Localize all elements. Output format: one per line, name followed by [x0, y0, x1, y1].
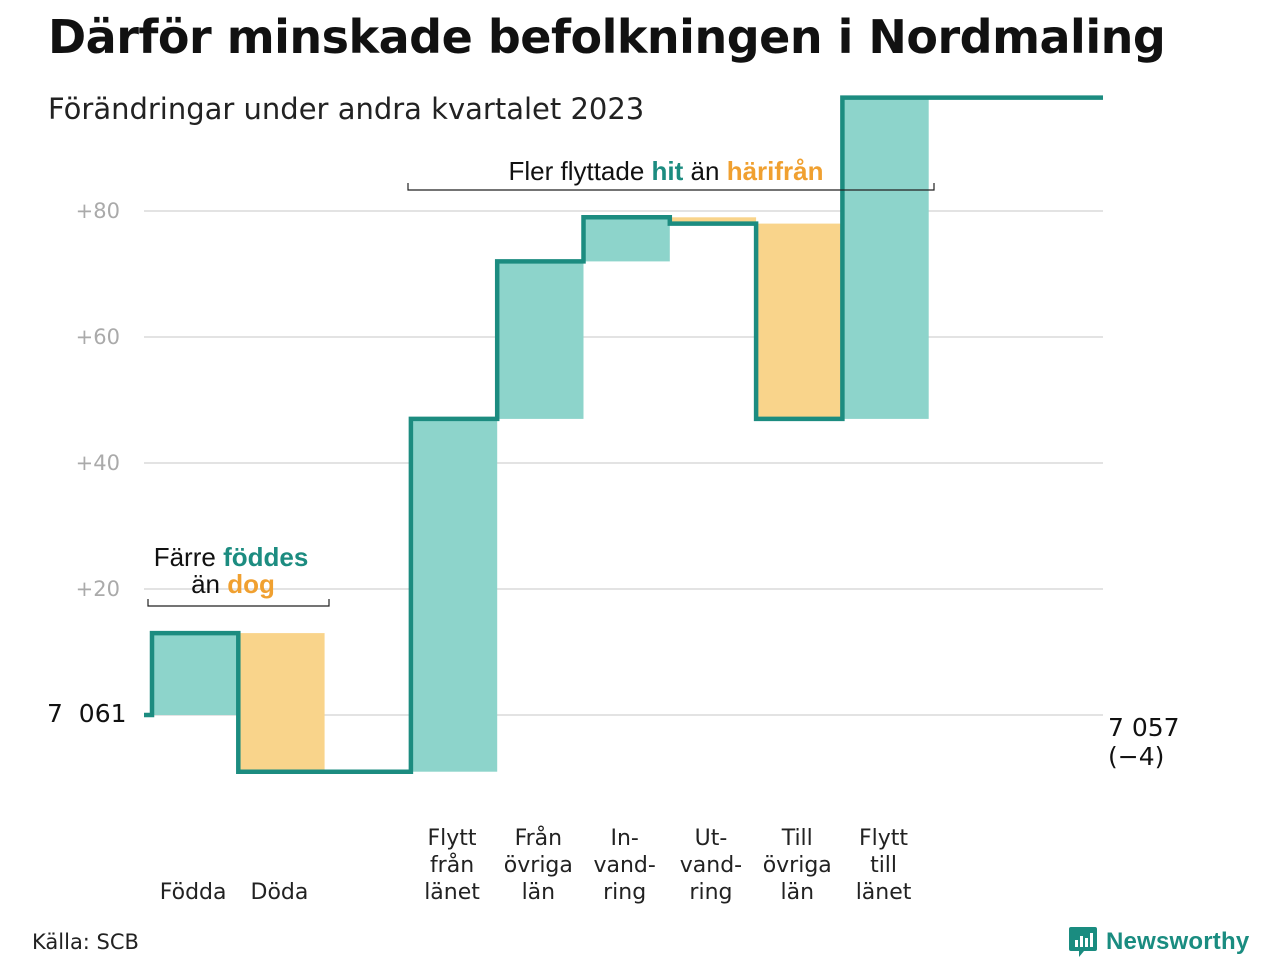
waterfall-bar: [238, 633, 325, 772]
y-tick-label: +20: [76, 577, 120, 601]
category-label: vand-: [593, 853, 655, 878]
category-label: In-: [610, 826, 638, 851]
brand-name: Newsworthy: [1106, 928, 1250, 955]
end-change-label: (−4): [1108, 742, 1164, 771]
category-label: Flytt: [859, 826, 908, 851]
migration-annotation-text: Fler flyttade hit än härifrån: [508, 156, 823, 186]
category-label: Födda: [160, 880, 227, 905]
category-label: länet: [424, 880, 480, 905]
waterfall-bar: [583, 217, 670, 262]
category-label: övriga: [504, 853, 573, 878]
category-label: Döda: [251, 880, 309, 905]
category-label: Ut-: [695, 826, 728, 851]
category-label: länet: [856, 880, 912, 905]
newsworthy-logo-icon: [1069, 927, 1097, 957]
source-note: Källa: SCB: [32, 930, 139, 954]
births-annotation-line2: än dog: [191, 569, 275, 599]
category-label: Flytt: [428, 826, 477, 851]
start-value-label: 7 061: [47, 699, 127, 728]
migration-bracket: [407, 183, 935, 191]
y-tick-label: +40: [76, 451, 120, 475]
step-line: [144, 95, 1103, 774]
category-label: Från: [515, 825, 563, 851]
y-tick-label: +60: [76, 325, 120, 349]
migration-annotation: Fler flyttade hit än härifrån: [407, 156, 935, 191]
y-tick-label: +80: [76, 199, 120, 223]
waterfall-bar: [152, 633, 239, 715]
category-labels: Födda DödaFlyttfrånlänetFrånövrigalänIn-v…: [160, 825, 912, 905]
waterfall-bar: [497, 261, 584, 419]
category-label: från: [430, 852, 474, 878]
brand-logo: Newsworthy: [1068, 924, 1249, 960]
waterfall-bar: [410, 418, 498, 772]
category-label: ring: [603, 880, 646, 905]
category-label: län: [780, 880, 814, 905]
y-tick-labels: +20 +40 +60 +80: [76, 199, 120, 601]
waterfall-bar: [842, 97, 929, 419]
category-label: Till: [781, 826, 813, 851]
births-bracket: [147, 599, 330, 607]
births-annotation-line1: Färre föddes: [154, 542, 309, 572]
chart-subtitle: Förändringar under andra kvartalet 2023: [48, 92, 645, 126]
cumulative-line: [144, 95, 1103, 774]
category-label: till: [870, 853, 897, 878]
chart-title: Därför minskade befolkningen i Nordmalin…: [48, 10, 1166, 64]
category-label: ring: [689, 880, 732, 905]
end-value-label: 7 057: [1108, 713, 1180, 742]
category-label: vand-: [680, 853, 742, 878]
bars: [152, 97, 929, 772]
waterfall-bar: [756, 223, 843, 419]
category-label: län: [522, 880, 556, 905]
category-label: övriga: [763, 853, 832, 878]
births-annotation: Färre föddes än dog: [147, 542, 330, 607]
waterfall-chart: +20+40+60+80 Födda DödaFlyttfrånlänetFrån…: [47, 95, 1180, 905]
waterfall-bar: [669, 217, 757, 224]
